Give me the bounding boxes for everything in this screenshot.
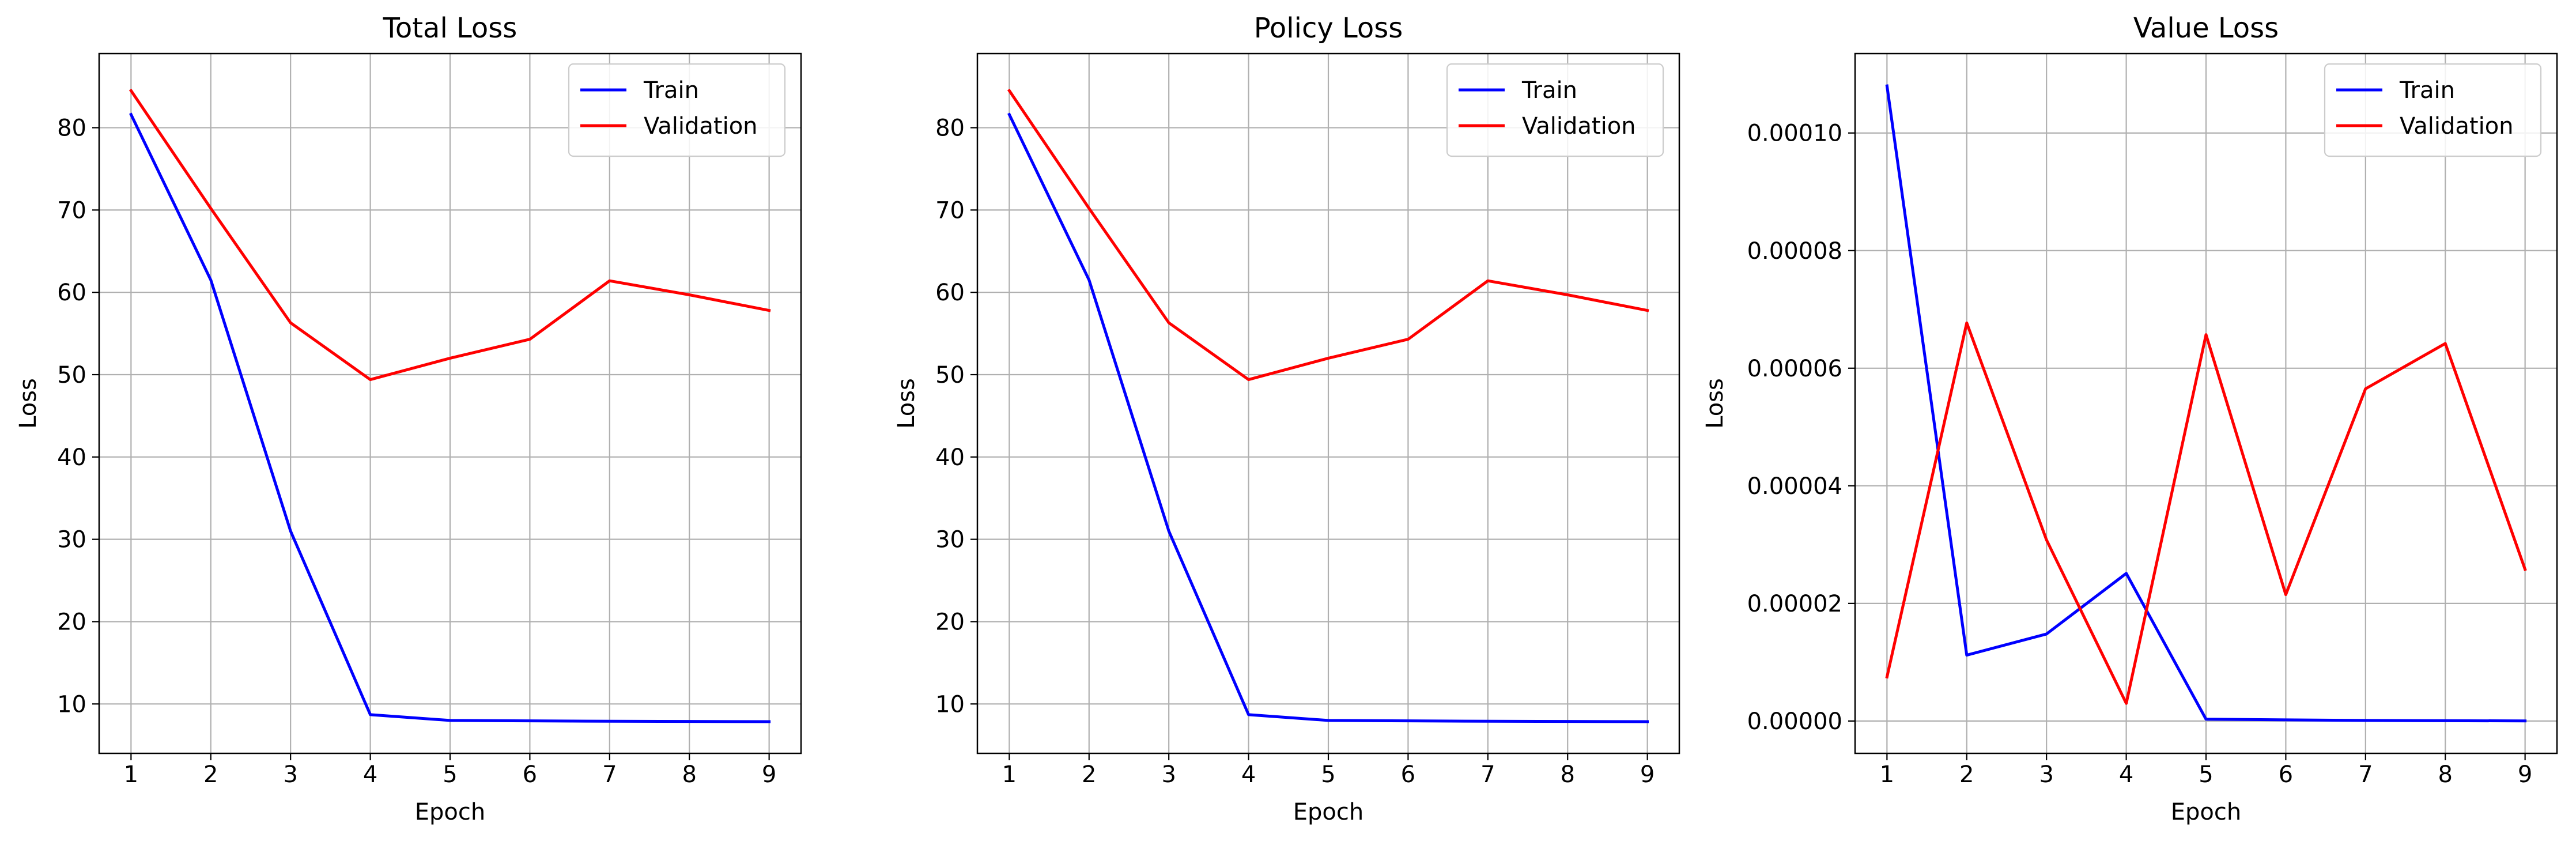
legend: Train Validation xyxy=(568,63,786,157)
x-tick-label: 5 xyxy=(443,761,457,788)
x-tick-label: 2 xyxy=(1959,761,1974,788)
x-tick-label: 4 xyxy=(363,761,377,788)
y-tick-label: 40 xyxy=(935,444,965,471)
y-tick-label: 0.00002 xyxy=(1747,591,1842,617)
x-tick-label: 7 xyxy=(2358,761,2373,788)
x-tick-label: 3 xyxy=(283,761,297,788)
x-tick-label: 3 xyxy=(1161,761,1176,788)
legend-box xyxy=(2324,63,2542,157)
y-tick-label: 10 xyxy=(935,691,965,718)
y-tick-label: 50 xyxy=(935,362,965,388)
legend: Train Validation xyxy=(2324,63,2542,157)
x-tick-label: 5 xyxy=(2199,761,2213,788)
series-line-train xyxy=(1885,84,2527,723)
chart-title: Policy Loss xyxy=(1254,12,1403,44)
x-tick-label: 2 xyxy=(1082,761,1096,788)
y-tick-label: 0.00000 xyxy=(1747,708,1842,735)
y-tick-label: 0.00010 xyxy=(1747,120,1842,147)
x-tick-label: 1 xyxy=(124,761,138,788)
legend-label: Train xyxy=(2399,77,2455,104)
chart-panel-2: 1 2 3 4 5 6 7 8 9 10 20 30 40 50 60 70 80 Policy Loss Epoc… xyxy=(893,12,1680,825)
legend-label: Train xyxy=(643,77,699,104)
legend-label: Validation xyxy=(1522,113,1636,139)
y-axis-label: Loss xyxy=(15,378,41,429)
legend-label: Validation xyxy=(2400,113,2514,139)
x-tick-label: 8 xyxy=(2438,761,2453,788)
legend-box xyxy=(568,63,786,157)
x-tick-label: 9 xyxy=(762,761,776,788)
legend-label: Validation xyxy=(644,113,758,139)
y-axis-label: Loss xyxy=(893,378,920,429)
x-tick-label: 2 xyxy=(203,761,218,788)
chart-panel-1: 1 2 3 4 5 6 7 8 9 10 20 30 40 50 60 70 80 Total Loss Epoch… xyxy=(15,12,802,825)
y-tick-label: 30 xyxy=(57,527,86,553)
x-axis-label: Epoch xyxy=(415,799,485,825)
legend-box xyxy=(1446,63,1664,157)
x-tick-label: 9 xyxy=(2518,761,2532,788)
y-tick-label: 70 xyxy=(57,197,86,224)
x-tick-label: 5 xyxy=(1321,761,1335,788)
x-tick-label: 6 xyxy=(2279,761,2293,788)
x-tick-label: 6 xyxy=(523,761,537,788)
x-axis-label: Epoch xyxy=(1293,799,1363,825)
series-line-train xyxy=(1007,112,1649,723)
chart-panel-3: 1 2 3 4 5 6 7 8 9 0.00000 0.00002 0.00004 0.00006 0.0… xyxy=(1702,12,2558,825)
y-tick-label: 70 xyxy=(935,197,965,224)
x-tick-label: 3 xyxy=(2039,761,2053,788)
y-tick-label: 20 xyxy=(57,609,86,635)
legend: Train Validation xyxy=(1446,63,1664,157)
y-tick-label: 0.00008 xyxy=(1747,238,1842,265)
y-tick-label: 0.00004 xyxy=(1747,473,1842,500)
x-tick-label: 9 xyxy=(1640,761,1655,788)
series-line-validation xyxy=(1007,88,1649,382)
x-tick-label: 6 xyxy=(1401,761,1415,788)
x-tick-label: 8 xyxy=(682,761,697,788)
chart-title: Value Loss xyxy=(2133,12,2279,44)
y-tick-label: 60 xyxy=(57,280,86,306)
y-tick-label: 40 xyxy=(57,444,86,471)
x-tick-label: 1 xyxy=(1880,761,1894,788)
x-axis-label: Epoch xyxy=(2171,799,2241,825)
x-tick-label: 7 xyxy=(602,761,617,788)
y-tick-label: 20 xyxy=(935,609,965,635)
x-tick-label: 8 xyxy=(1561,761,1575,788)
y-tick-label: 50 xyxy=(57,362,86,388)
y-tick-label: 10 xyxy=(57,691,86,718)
chart-title: Total Loss xyxy=(383,12,518,44)
y-tick-label: 80 xyxy=(935,115,965,142)
series-line-train xyxy=(129,112,771,723)
y-tick-label: 0.00006 xyxy=(1747,356,1842,382)
series-line-validation xyxy=(129,88,771,382)
x-tick-label: 1 xyxy=(1002,761,1017,788)
x-tick-label: 7 xyxy=(1480,761,1495,788)
y-axis-label: Loss xyxy=(1702,378,1728,429)
legend-label: Train xyxy=(1521,77,1577,104)
y-tick-label: 80 xyxy=(57,115,86,142)
y-tick-label: 30 xyxy=(935,527,965,553)
x-tick-label: 4 xyxy=(1241,761,1256,788)
x-tick-label: 4 xyxy=(2119,761,2133,788)
y-tick-label: 60 xyxy=(935,280,965,306)
series-line-validation xyxy=(1885,321,2527,705)
